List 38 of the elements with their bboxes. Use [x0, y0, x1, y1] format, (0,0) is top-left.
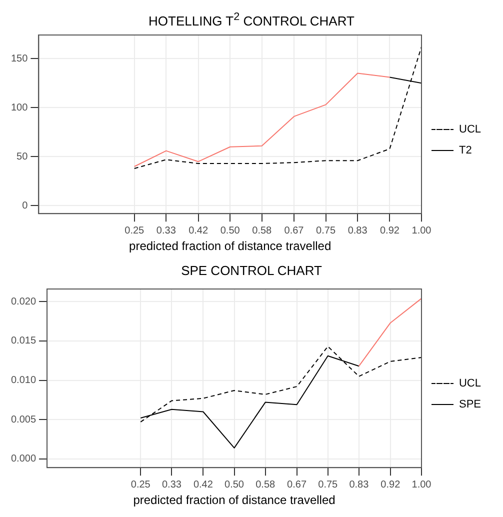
y-tick-label: 0.005: [10, 414, 36, 426]
x-tick-label: 0.42: [188, 225, 208, 236]
x-tick-label: 0.67: [287, 479, 307, 490]
x-tick-label: 0.33: [162, 479, 182, 490]
legend-label: UCL: [458, 124, 482, 136]
y-tick-label: 100: [10, 102, 28, 114]
x-tick-label: 0.92: [380, 479, 401, 490]
chart-title: SPE CONTROL CHART: [180, 262, 323, 280]
y-tick-label: 0: [22, 200, 28, 212]
y-tick-label: 0.015: [10, 336, 36, 347]
x-tick-label: 0.25: [130, 479, 151, 490]
x-axis-title: predicted fraction of distance travelled: [133, 493, 336, 508]
line-series: [134, 46, 422, 169]
x-axis-title: predicted fraction of distance travelled: [129, 239, 332, 254]
x-tick-label: 0.58: [256, 479, 276, 490]
y-tick-label: 50: [16, 151, 28, 162]
y-tick-label: 150: [10, 53, 28, 64]
x-tick-label: 0.50: [220, 225, 240, 236]
x-tick-label: 1.00: [412, 479, 432, 490]
x-tick-label: 0.58: [252, 225, 272, 236]
y-tick-label: 0.020: [10, 296, 36, 308]
x-tick-label: 0.92: [380, 225, 400, 236]
x-tick-label: 0.75: [318, 479, 338, 490]
x-tick-label: 1.00: [412, 225, 432, 236]
x-tick-label: 0.67: [284, 225, 304, 236]
x-tick-label: 0.75: [316, 225, 336, 236]
chart-title: HOTELLING T$^{2}$ CONTROL CHART: [148, 10, 356, 28]
x-tick-label: 0.33: [156, 225, 176, 236]
x-tick-label: 0.42: [193, 479, 214, 490]
legend-label: SPE: [458, 398, 482, 411]
x-tick-label: 0.83: [348, 225, 368, 236]
legend-label: T2: [458, 144, 472, 157]
y-tick-label: 0.010: [10, 375, 36, 386]
x-tick-label: 0.50: [224, 479, 244, 490]
legend-label: UCL: [458, 378, 482, 390]
y-tick-label: 0.000: [10, 454, 36, 465]
x-tick-label: 0.83: [349, 479, 370, 490]
x-tick-label: 0.25: [124, 225, 145, 236]
